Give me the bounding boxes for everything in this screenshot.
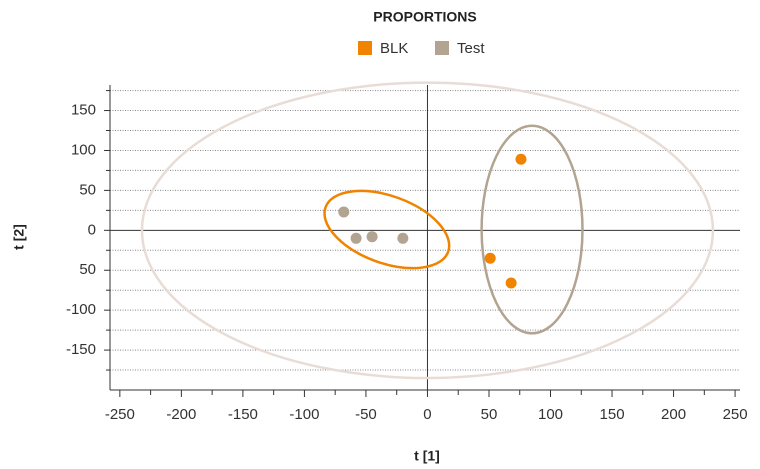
legend-swatch xyxy=(358,41,372,55)
x-tick-label: 100 xyxy=(538,406,563,423)
x-tick-label: 50 xyxy=(481,406,498,423)
y-tick-label: -150 xyxy=(66,341,96,358)
x-tick-label: -100 xyxy=(289,406,319,423)
x-tick-label: -150 xyxy=(228,406,258,423)
y-tick-label: 50 xyxy=(79,261,96,278)
confidence-ellipse xyxy=(480,124,584,335)
y-tick-label: 0 xyxy=(88,221,96,238)
x-tick-label: 200 xyxy=(661,406,686,423)
y-tick-label: 100 xyxy=(71,141,96,158)
legend-swatch xyxy=(435,41,449,55)
x-tick-label: 250 xyxy=(723,406,748,423)
confidence-ellipse xyxy=(323,189,451,270)
x-tick-label: -50 xyxy=(355,406,377,423)
point xyxy=(484,252,496,264)
point xyxy=(397,232,409,244)
y-tick-label: 150 xyxy=(71,102,96,119)
point xyxy=(515,153,527,165)
y-axis-label: t [2] xyxy=(11,224,27,250)
point xyxy=(505,277,517,289)
legend-label: Test xyxy=(457,40,485,57)
confidence-ellipse xyxy=(140,81,715,380)
x-tick-label: -250 xyxy=(105,406,135,423)
x-tick-label: 0 xyxy=(423,406,431,423)
point xyxy=(366,231,378,243)
x-tick-label: 150 xyxy=(600,406,625,423)
point xyxy=(350,232,362,244)
x-tick-label: -200 xyxy=(166,406,196,423)
chart-title: PROPORTIONS xyxy=(373,9,476,25)
point xyxy=(338,206,350,218)
y-tick-label: 50 xyxy=(79,181,96,198)
x-axis-label: t [1] xyxy=(414,448,440,464)
y-tick-label: -100 xyxy=(66,301,96,318)
legend-label: BLK xyxy=(380,40,408,57)
